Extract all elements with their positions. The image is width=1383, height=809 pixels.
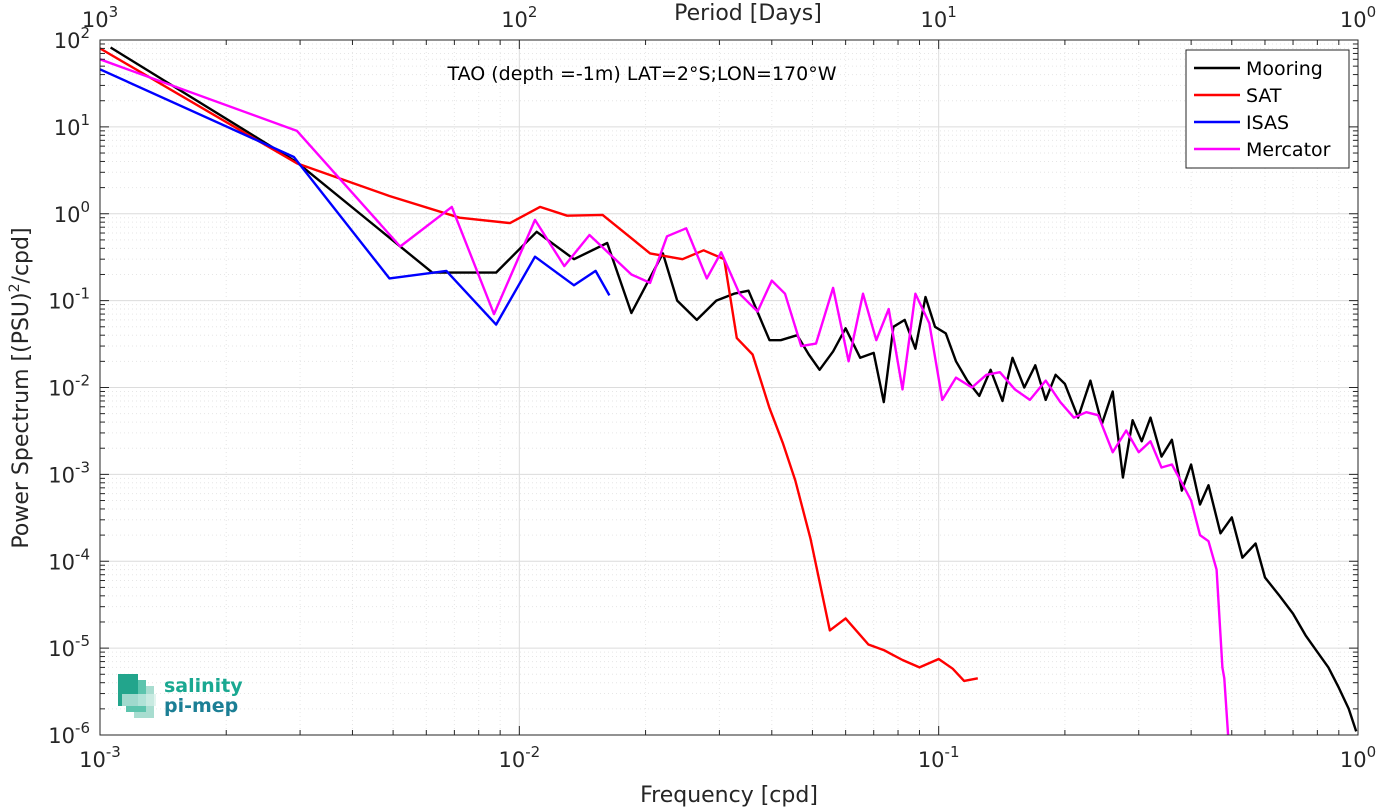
legend-label-sat: SAT [1246, 85, 1282, 107]
y-tick-label-exponent: -5 [75, 632, 90, 650]
top-x-tick-label-base: 10 [501, 8, 528, 32]
top-x-tick-label: 102 [501, 3, 537, 32]
y-tick-label: 10-1 [48, 285, 90, 314]
y-tick-label-exponent: -3 [75, 458, 90, 476]
x-tick-label-exponent: -2 [525, 743, 540, 761]
x-tick-label-base: 10 [918, 748, 945, 772]
y-tick-label-exponent: 1 [80, 111, 90, 129]
series-layer [100, 46, 1358, 735]
y-axis-label-superscript: 2 [7, 283, 23, 292]
y-tick-label: 10-5 [48, 632, 90, 661]
y-tick-label-base: 10 [54, 203, 81, 227]
x-tick-label-base: 10 [1340, 748, 1367, 772]
y-axis-label: Power Spectrum [(PSU)2/cpd] [7, 227, 34, 548]
y-tick-label: 100 [54, 198, 90, 227]
y-tick-label-base: 10 [48, 550, 75, 574]
legend-label-mooring: Mooring [1246, 58, 1323, 80]
legend-label-mercator: Mercator [1246, 139, 1331, 161]
x-tick-labels: 10-3 10-2 10-1 100 [79, 743, 1376, 772]
top-x-tick-labels: 103 102 101 100 [82, 3, 1376, 32]
y-tick-label: 10-2 [48, 372, 90, 401]
y-tick-label-base: 10 [48, 637, 75, 661]
salinity-pi-mep-logo: salinity pi-mep [118, 674, 243, 718]
top-x-tick-label: 100 [1340, 3, 1376, 32]
x-axis-label: Frequency [cpd] [640, 783, 818, 808]
top-x-tick-label-exponent: 3 [109, 3, 119, 21]
y-tick-label-base: 10 [48, 377, 75, 401]
y-tick-label: 101 [54, 111, 90, 140]
y-tick-label: 102 [54, 24, 90, 53]
y-tick-label-base: 10 [54, 29, 81, 53]
ticks [99, 40, 1358, 736]
logo-line-2: pi-mep [164, 695, 238, 717]
series-line-mooring [109, 46, 1358, 732]
y-axis-label-main: Power Spectrum [(PSU) [9, 292, 34, 548]
y-tick-label-base: 10 [54, 116, 81, 140]
y-tick-label-base: 10 [48, 724, 75, 748]
top-x-tick-label: 101 [921, 3, 957, 32]
top-x-tick-label-base: 10 [82, 8, 109, 32]
x-tick-label-base: 10 [498, 748, 525, 772]
y-tick-label-exponent: -1 [75, 285, 90, 303]
y-tick-label-exponent: -2 [75, 372, 90, 390]
top-x-tick-label: 103 [82, 3, 118, 32]
top-x-tick-label-exponent: 0 [1367, 3, 1377, 21]
y-tick-label-exponent: 2 [80, 24, 90, 42]
y-tick-label-exponent: 0 [80, 198, 90, 216]
top-x-tick-label-exponent: 2 [528, 3, 538, 21]
top-x-tick-label-base: 10 [1340, 8, 1367, 32]
x-tick-label-base: 10 [79, 748, 106, 772]
grid [99, 40, 1358, 736]
y-axis-label-tail: /cpd] [9, 227, 34, 283]
y-tick-label-exponent: -6 [75, 719, 90, 737]
series-line-isas [100, 68, 611, 326]
top-x-tick-label-exponent: 1 [947, 3, 957, 21]
top-x-axis-label: Period [Days] [674, 1, 822, 26]
chart-title: TAO (depth =-1m) LAT=2°S;LON=170°W [446, 63, 836, 85]
series-line-mercator [100, 58, 1230, 735]
x-tick-label: 100 [1340, 743, 1376, 772]
y-tick-label-base: 10 [48, 463, 75, 487]
y-tick-label-base: 10 [48, 290, 75, 314]
x-tick-label: 10-1 [918, 743, 960, 772]
series-line-sat [100, 47, 979, 683]
y-tick-label: 10-3 [48, 458, 90, 487]
x-tick-label-exponent: 0 [1367, 743, 1377, 761]
logo-line-1: salinity [164, 675, 243, 697]
x-tick-label: 10-2 [498, 743, 540, 772]
legend: Mooring SAT ISAS Mercator [1185, 49, 1350, 169]
top-x-tick-label-base: 10 [921, 8, 948, 32]
legend-label-isas: ISAS [1246, 112, 1289, 134]
y-tick-label-exponent: -4 [75, 545, 90, 563]
x-tick-label: 10-3 [79, 743, 121, 772]
y-tick-label: 10-6 [48, 719, 90, 748]
y-tick-label: 10-4 [48, 545, 90, 574]
x-tick-label-exponent: -1 [945, 743, 960, 761]
x-tick-label-exponent: -3 [106, 743, 121, 761]
